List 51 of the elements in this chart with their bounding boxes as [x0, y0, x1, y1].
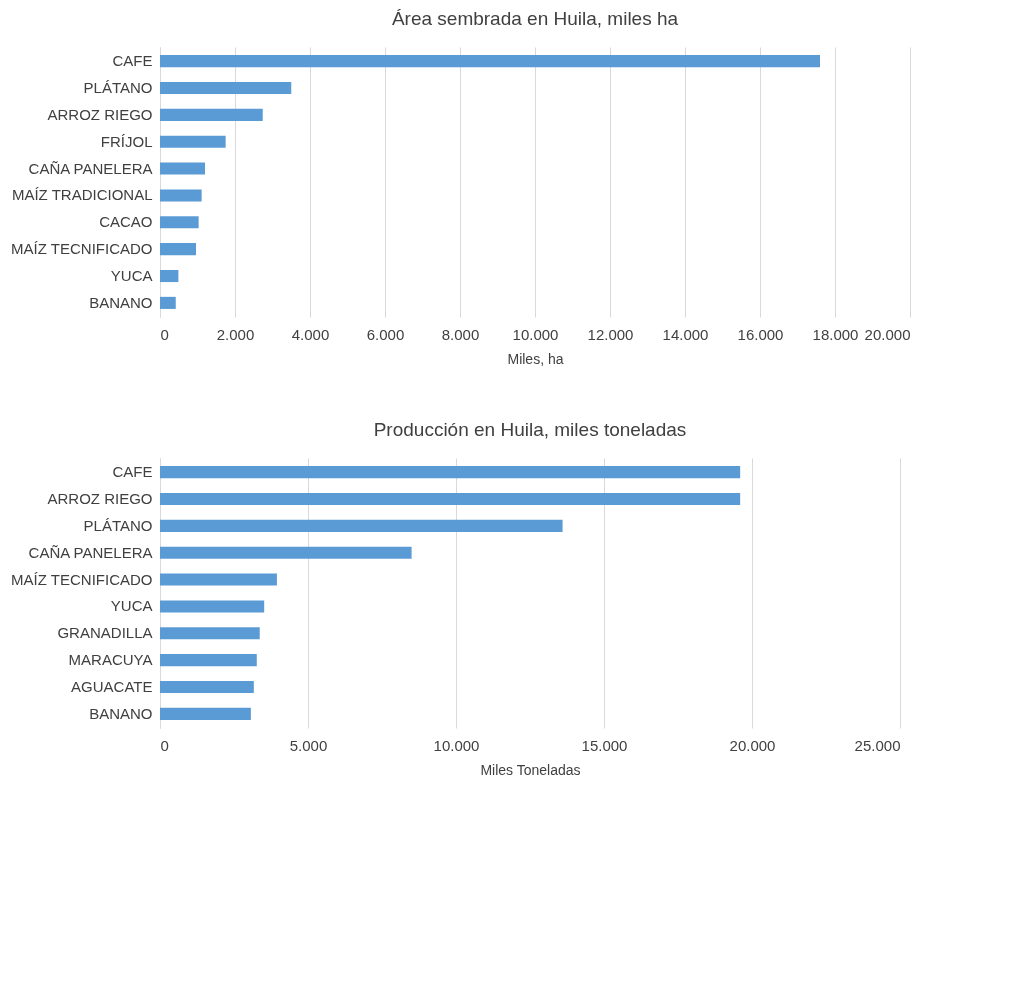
- chart-title: Producción en Huila, miles toneladas: [373, 419, 687, 440]
- x-tick-label: 16.000: [737, 325, 784, 343]
- y-tick-label: FRÍJOL: [100, 132, 153, 150]
- x-tick-label: 25.000: [854, 736, 901, 754]
- x-tick-label: 10.000: [433, 736, 480, 754]
- y-tick-label: BANANO: [89, 293, 153, 311]
- x-tick-label: 2.000: [216, 325, 255, 343]
- y-tick-label: GRANADILLA: [57, 624, 153, 642]
- x-tick-label: 20.000: [729, 736, 776, 754]
- x-axis-title: Miles Toneladas: [480, 761, 581, 778]
- x-tick-label: 5.000: [289, 736, 328, 754]
- y-tick-label: CACAO: [99, 213, 153, 231]
- bar: [160, 296, 176, 309]
- y-tick-label: YUCA: [110, 267, 153, 285]
- bar: [160, 243, 196, 256]
- x-tick-label: 18.000: [812, 325, 859, 343]
- y-tick-label: BANANO: [89, 704, 153, 722]
- x-tick-label: 14.000: [662, 325, 709, 343]
- x-tick-label: 0: [160, 325, 169, 343]
- y-tick-label: CAÑA PANELERA: [28, 159, 153, 177]
- y-tick-label: CAÑA PANELERA: [28, 543, 153, 561]
- x-axis-title: Miles, ha: [507, 350, 564, 367]
- x-tick-label: 8.000: [441, 325, 480, 343]
- y-tick-label: PLÁTANO: [83, 78, 153, 96]
- bar: [160, 108, 263, 121]
- bar: [160, 189, 202, 202]
- y-tick-label: AGUACATE: [71, 678, 153, 696]
- x-tick-label: 4.000: [291, 325, 330, 343]
- chart-title: Área sembrada en Huila, miles ha: [391, 8, 679, 29]
- bar: [160, 269, 179, 283]
- x-tick-label: 6.000: [366, 325, 405, 343]
- y-tick-label: YUCA: [110, 597, 153, 615]
- x-tick-label: 12.000: [587, 325, 634, 343]
- y-tick-label: ARROZ RIEGO: [47, 105, 153, 123]
- y-tick-label: MARACUYA: [68, 651, 153, 669]
- y-tick-label: MAÍZ TRADICIONAL: [11, 186, 153, 204]
- y-tick-label: CAFE: [112, 463, 153, 481]
- bar: [160, 162, 205, 175]
- y-tick-label: MAÍZ TECNIFICADO: [11, 240, 153, 258]
- bar: [160, 135, 226, 148]
- y-tick-label: CAFE: [112, 52, 153, 70]
- y-tick-label: MAÍZ TECNIFICADO: [11, 570, 153, 588]
- bar: [160, 216, 199, 229]
- x-tick-label: 15.000: [581, 736, 628, 754]
- x-tick-label: 0: [160, 736, 169, 754]
- x-tick-label: 10.000: [512, 325, 559, 343]
- bar: [160, 81, 292, 95]
- y-tick-label: PLÁTANO: [83, 516, 153, 534]
- bar: [160, 55, 820, 68]
- x-tick-label: 20.000: [864, 325, 911, 343]
- y-tick-label: ARROZ RIEGO: [47, 489, 153, 507]
